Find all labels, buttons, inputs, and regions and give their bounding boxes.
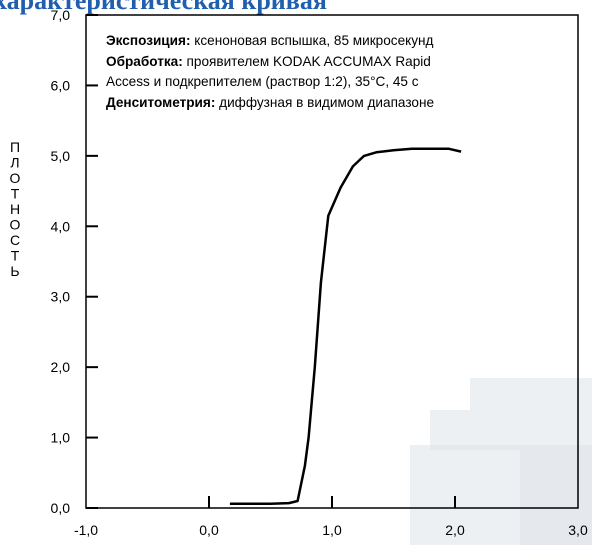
- x-tick-label: -1,0: [74, 522, 98, 538]
- annotation-text: диффузная в видимом диапазоне: [215, 94, 435, 110]
- annotation-line: Денситометрия: диффузная в видимом диапа…: [106, 93, 586, 114]
- y-label-letter: П: [10, 139, 20, 155]
- y-tick-label: 3,0: [51, 289, 71, 305]
- tick-marks: [86, 14, 456, 509]
- annotation-text: Access и подкрепителем (раствор 1:2), 35…: [106, 74, 419, 89]
- tick-labels: 0,01,02,03,04,05,06,07,0-1,0 0,0 1,0 2,0 3,0: [51, 7, 588, 538]
- annotation-text: ксеноновая вспышка, 85 микросекунд: [190, 33, 434, 48]
- annotation-line: Access и подкрепителем (раствор 1:2), 35…: [106, 72, 586, 93]
- y-tick-label: 1,0: [51, 430, 71, 446]
- x-tick-label: 3,0: [568, 522, 588, 538]
- annotation-line: Экспозиция: ксеноновая вспышка, 85 микро…: [106, 31, 586, 52]
- y-tick-label: 7,0: [51, 7, 71, 23]
- annotation-text: проявителем KODAK ACCUMAX Rapid: [182, 53, 431, 69]
- x-tick-label: 2,0: [445, 522, 465, 538]
- series-group: [229, 147, 462, 506]
- y-label-letter: О: [10, 217, 21, 233]
- y-tick-label: 2,0: [51, 359, 71, 375]
- y-label-letter: Л: [10, 155, 19, 171]
- y-label-letter: Т: [11, 186, 20, 202]
- annotation-line: Обработка: проявителем KODAK ACCUMAX Rap…: [106, 52, 586, 73]
- chart-title: характеристическая кривая: [0, 0, 327, 15]
- y-tick-label: 0,0: [51, 500, 71, 516]
- y-label-letter: Т: [11, 248, 20, 264]
- y-tick-label: 4,0: [51, 218, 71, 234]
- watermark-block-0: [470, 378, 592, 410]
- annotation-key: Обработка:: [106, 53, 183, 69]
- annotation-key: Экспозиция:: [106, 33, 191, 48]
- density-curve: [229, 147, 462, 506]
- watermark-block-1: [430, 410, 592, 450]
- y-label-letter: С: [10, 232, 20, 248]
- y-label-letter: О: [10, 170, 21, 186]
- y-label-letter: Ь: [10, 263, 19, 279]
- annotation-key: Денситометрия:: [106, 94, 216, 110]
- x-tick-label: 1,0: [322, 522, 342, 538]
- watermark-block-3: [520, 450, 592, 545]
- y-tick-label: 5,0: [51, 148, 71, 164]
- y-label-letter: Н: [10, 201, 20, 217]
- y-tick-label: 6,0: [51, 77, 71, 93]
- x-tick-label: 0,0: [199, 522, 219, 538]
- annotation-block: Экспозиция: ксеноновая вспышка, 85 микро…: [106, 31, 586, 113]
